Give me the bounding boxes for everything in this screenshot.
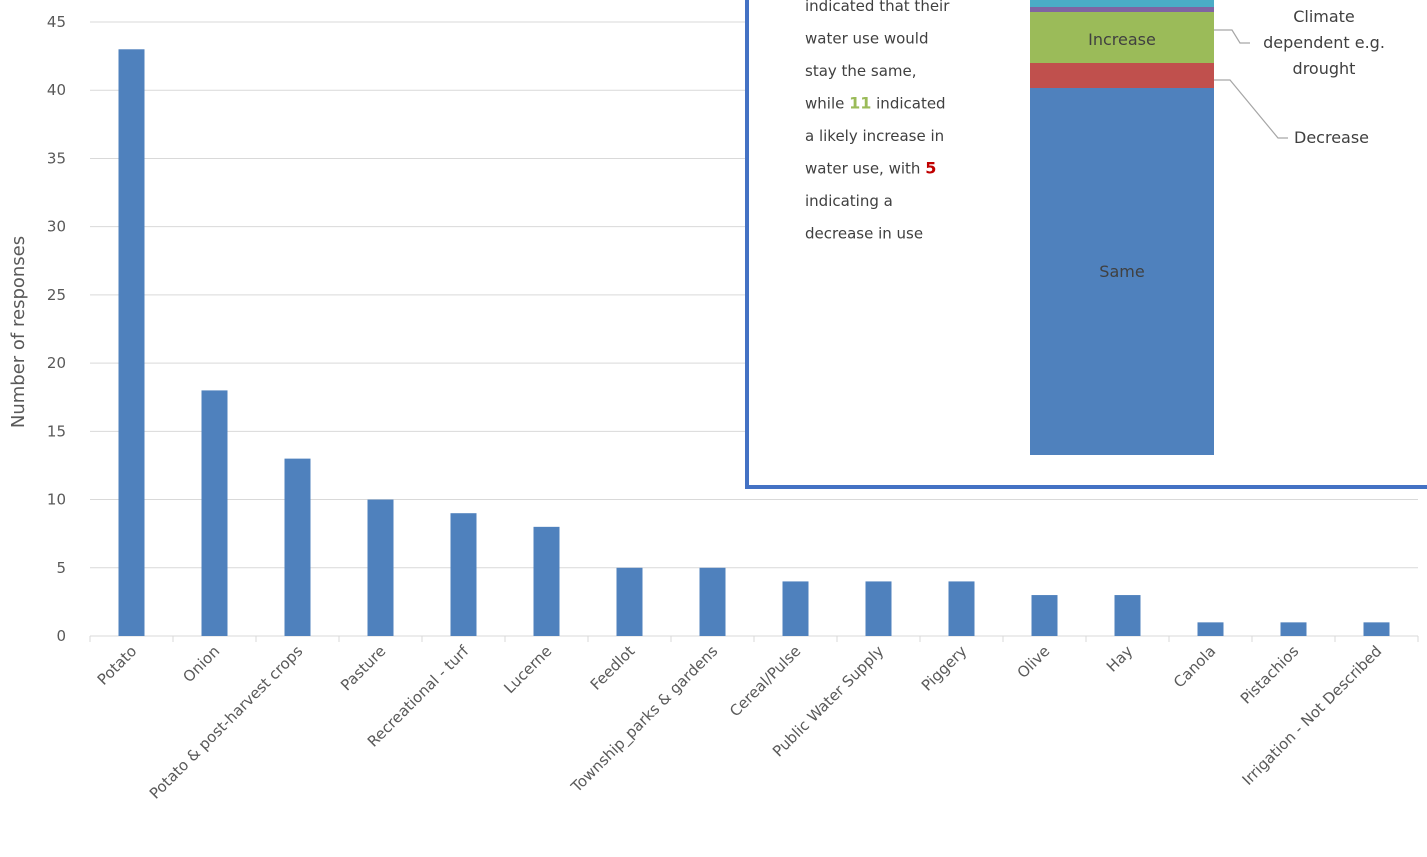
x-tick-label: Township_parks & gardens bbox=[567, 642, 722, 797]
x-tick-label: Onion bbox=[179, 642, 223, 686]
y-axis-title: Number of responses bbox=[8, 236, 29, 428]
inset-text-line: stay the same, bbox=[805, 62, 917, 80]
x-tick-label: Irrigation - Not Described bbox=[1239, 642, 1386, 789]
x-tick-label: Pasture bbox=[337, 642, 389, 694]
y-tick-label: 0 bbox=[56, 627, 66, 645]
callout-climate-line1: Climate bbox=[1293, 7, 1355, 26]
stack-segment-climate bbox=[1030, 0, 1214, 7]
y-tick-label: 30 bbox=[47, 218, 66, 236]
x-tick-label: Potato & post-harvest crops bbox=[146, 642, 307, 803]
x-tick-label: Cereal/Pulse bbox=[726, 642, 804, 720]
x-tick-label: Lucerne bbox=[500, 642, 555, 697]
x-tick-label: Feedlot bbox=[587, 642, 639, 694]
inset-text-line: indicating a bbox=[805, 192, 893, 210]
y-tick-label: 35 bbox=[47, 149, 66, 167]
x-axis-tick-marks bbox=[89, 636, 1419, 642]
y-axis-ticks: 0 5 10 15 20 25 30 35 40 45 bbox=[47, 13, 66, 645]
x-tick-label: Hay bbox=[1103, 642, 1137, 676]
bar bbox=[699, 567, 726, 636]
callout-leader-climate bbox=[1214, 29, 1250, 44]
inset-border bbox=[745, 0, 1427, 489]
bar bbox=[782, 581, 809, 636]
inset-text-line: while 11 indicated bbox=[805, 94, 946, 113]
stack-label-same: Same bbox=[1099, 262, 1144, 281]
bar bbox=[367, 499, 394, 636]
bar-series bbox=[118, 49, 1390, 637]
callout-climate-line2: dependent e.g. bbox=[1263, 33, 1385, 52]
bar bbox=[450, 513, 477, 636]
bar bbox=[1114, 595, 1141, 636]
bar bbox=[948, 581, 975, 636]
y-tick-label: 25 bbox=[47, 286, 66, 304]
x-tick-label: Piggery bbox=[918, 642, 971, 695]
stack-segment-increase bbox=[1030, 12, 1214, 63]
y-tick-label: 10 bbox=[47, 491, 66, 509]
inset-text-line: water use, with 5 bbox=[805, 159, 936, 178]
stack-label-increase: Increase bbox=[1088, 30, 1156, 49]
inset-panel: indicated that their water use would stay … bbox=[745, 0, 1427, 489]
x-tick-label: Pistachios bbox=[1237, 642, 1303, 708]
bar bbox=[1280, 622, 1307, 636]
bar bbox=[1031, 595, 1058, 636]
y-tick-label: 20 bbox=[47, 354, 66, 372]
bar bbox=[865, 581, 892, 636]
bar bbox=[616, 567, 643, 636]
inset-text-line: water use would bbox=[805, 30, 928, 48]
callout-climate-line3: drought bbox=[1293, 59, 1356, 78]
y-tick-label: 15 bbox=[47, 422, 66, 440]
y-tick-label: 45 bbox=[47, 13, 66, 31]
inset-text-line: decrease in use bbox=[805, 225, 923, 243]
y-tick-label: 40 bbox=[47, 81, 66, 99]
inset-summary-text: indicated that their water use would stay … bbox=[805, 0, 950, 243]
bar bbox=[1363, 622, 1390, 636]
stack-segment-decrease bbox=[1030, 63, 1214, 88]
inset-text-line: indicated that their bbox=[805, 0, 950, 15]
inset-text-line: a likely increase in bbox=[805, 127, 944, 145]
x-tick-label: Potato bbox=[94, 642, 141, 689]
callout-leader-decrease bbox=[1214, 79, 1288, 139]
bar bbox=[201, 390, 228, 636]
stack-segment-purple bbox=[1030, 7, 1214, 12]
x-tick-label: Canola bbox=[1170, 642, 1219, 691]
stack-segment-same bbox=[1030, 88, 1214, 455]
bar bbox=[118, 49, 145, 637]
y-tick-label: 5 bbox=[56, 559, 66, 577]
x-tick-label: Olive bbox=[1014, 642, 1054, 682]
stacked-bar: Same Increase bbox=[1030, 0, 1214, 455]
bar bbox=[533, 526, 560, 636]
bar bbox=[1197, 622, 1224, 636]
bar bbox=[284, 458, 311, 636]
callout-decrease: Decrease bbox=[1294, 128, 1369, 147]
